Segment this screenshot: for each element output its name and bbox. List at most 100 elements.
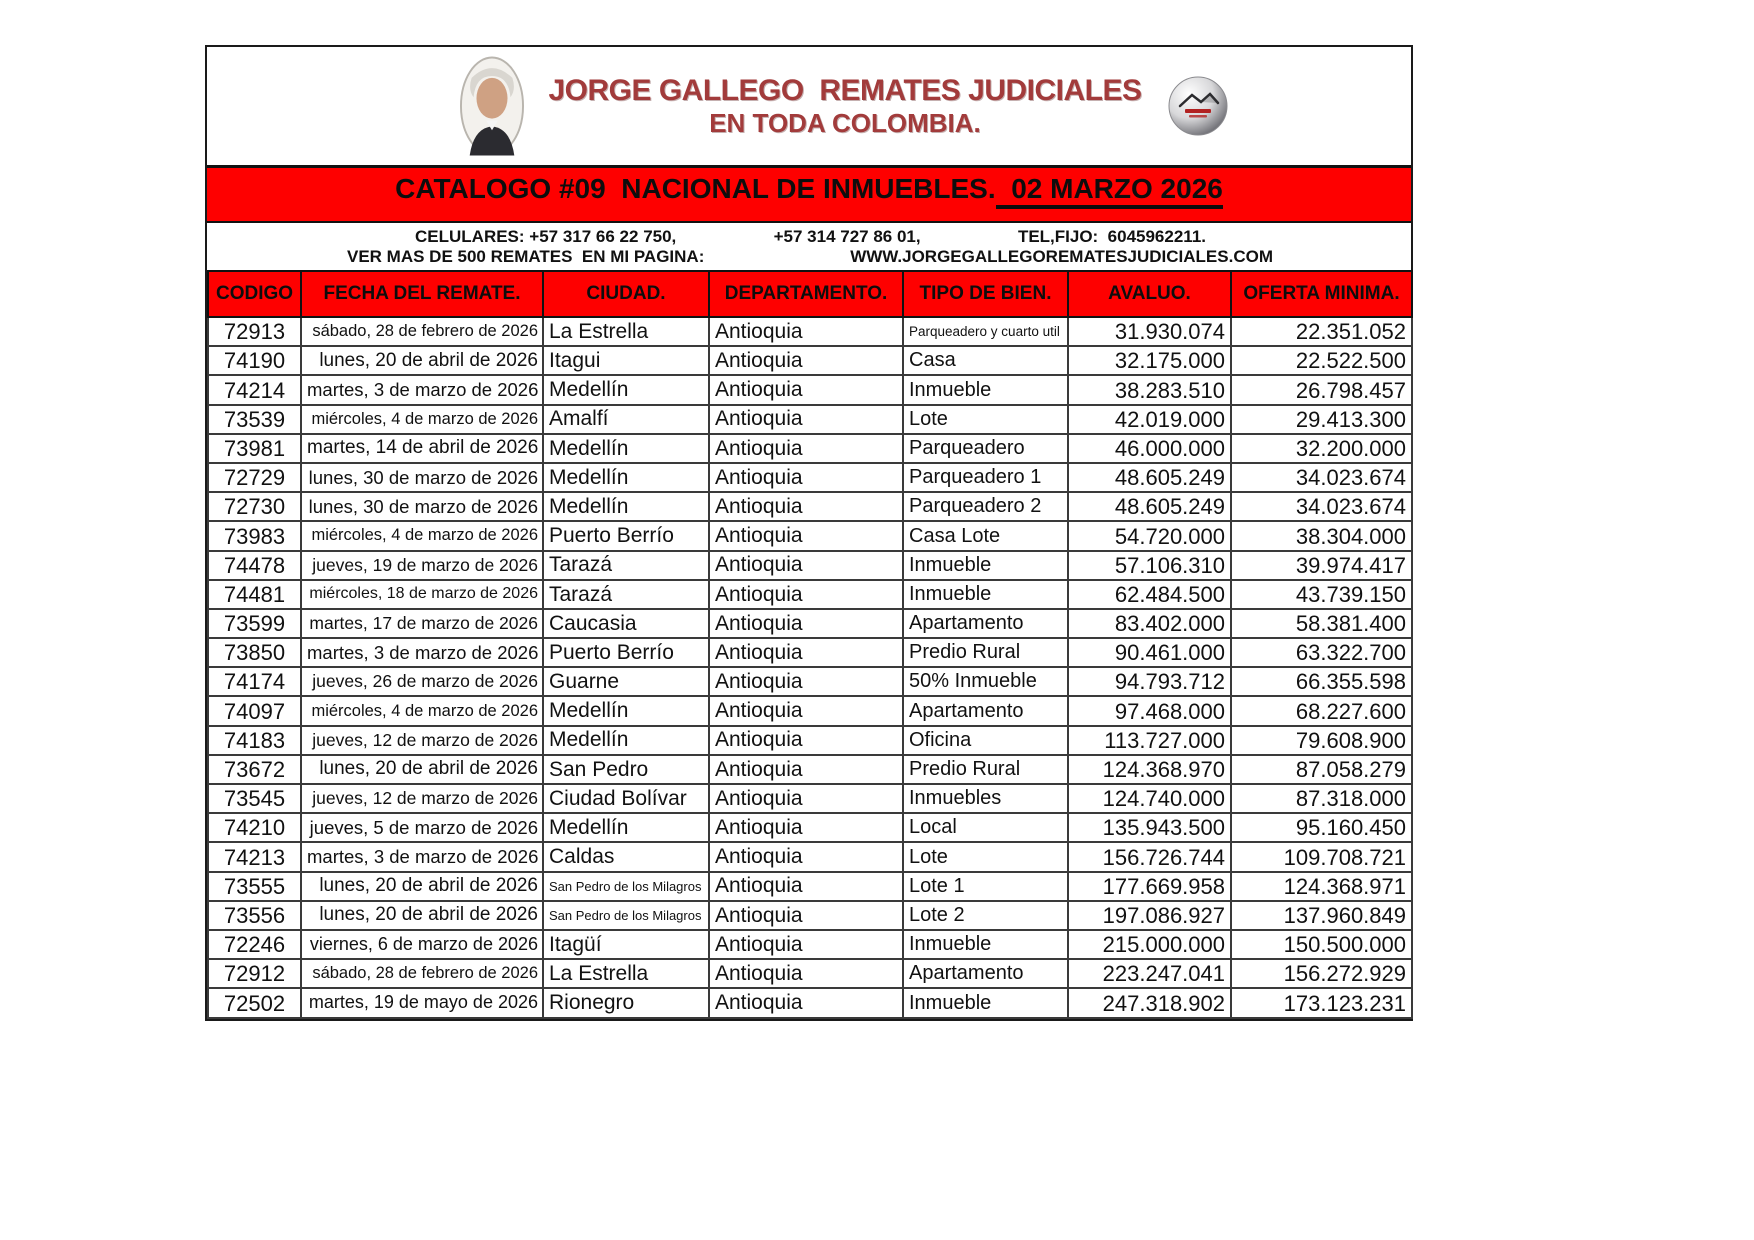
contact-phone2: +57 314 727 86 01, (773, 227, 921, 246)
cell-avaluo-value: 124.740.000 (1102, 786, 1225, 812)
cell-tipo-value: Lote (909, 407, 948, 430)
cell-departamento-value: Antioquia (715, 757, 803, 781)
cell-tipo-value: Lote (909, 845, 948, 868)
cell-codigo-value: 72730 (223, 494, 286, 520)
cell-ciudad-value: Itagüí (549, 932, 602, 956)
cell-codigo: 72730 (207, 491, 302, 523)
cell-departamento: Antioquia (708, 520, 904, 552)
cell-oferta: 68.227.600 (1230, 695, 1413, 727)
table-row: 74213 martes, 3 de marzo de 2026 Caldas Ant… (207, 841, 1413, 873)
banner-title: CATALOGO #09 NACIONAL DE INMUEBLES. (395, 173, 996, 204)
cell-codigo-value: 74210 (223, 815, 286, 841)
cell-ciudad: Medellín (542, 812, 710, 844)
contact-block: CELULARES: +57 317 66 22 750, +57 314 72… (207, 223, 1411, 270)
cell-departamento: Antioquia (708, 549, 904, 581)
cell-codigo: 72913 (207, 315, 302, 348)
cell-tipo-value: Predio Rural (909, 641, 1021, 664)
cell-codigo: 73556 (207, 899, 302, 931)
table-row: 74481 miércoles, 18 de marzo de 2026 Taraz… (207, 578, 1413, 610)
cell-avaluo-value: 46.000.000 (1114, 435, 1225, 461)
cell-avaluo-value: 42.019.000 (1114, 406, 1225, 432)
cell-codigo: 74214 (207, 374, 302, 406)
cell-departamento-value: Antioquia (715, 786, 803, 810)
cell-oferta-value: 87.058.279 (1295, 757, 1406, 782)
cell-departamento-value: Antioquia (715, 436, 803, 460)
table-row: 73555 lunes, 20 de abril de 2026 San Pedro… (207, 870, 1413, 902)
cell-codigo-value: 74213 (223, 844, 286, 870)
cell-oferta-value: 63.322.700 (1295, 640, 1406, 666)
cell-departamento: Antioquia (708, 987, 904, 1019)
cell-tipo-value: Inmueble (909, 991, 992, 1014)
cell-departamento-value: Antioquia (715, 991, 803, 1015)
cell-oferta: 38.304.000 (1230, 520, 1413, 552)
cell-oferta: 63.322.700 (1230, 637, 1413, 669)
cell-departamento: Antioquia (708, 812, 904, 844)
cell-codigo-value: 72913 (223, 319, 286, 345)
cell-departamento: Antioquia (708, 899, 904, 931)
cell-ciudad-value: Ciudad Bolívar (549, 786, 687, 810)
cell-ciudad: Medellín (542, 374, 710, 406)
cell-oferta: 156.272.929 (1230, 958, 1413, 990)
table-row: 73981 martes, 14 de abril de 2026 Medellín… (207, 432, 1413, 464)
cell-codigo-value: 73850 (223, 640, 286, 666)
cell-fecha: miércoles, 4 de marzo de 2026 (300, 520, 544, 552)
cell-oferta-value: 109.708.721 (1283, 844, 1406, 870)
cell-avaluo: 94.793.712 (1067, 666, 1232, 698)
cell-avaluo-value: 223.247.041 (1102, 961, 1225, 987)
cell-fecha-value: jueves, 12 de marzo de 2026 (312, 729, 538, 750)
cell-tipo-value: Casa Lote (909, 524, 1001, 547)
cell-departamento-value: Antioquia (715, 874, 803, 898)
col-header-departamento: DEPARTAMENTO. (708, 270, 904, 318)
cell-avaluo: 32.175.000 (1067, 345, 1232, 377)
cell-departamento-value: Antioquia (715, 465, 803, 489)
cell-avaluo: 223.247.041 (1067, 958, 1232, 990)
cell-fecha-value: martes, 3 de marzo de 2026 (307, 378, 539, 400)
cell-departamento: Antioquia (708, 782, 904, 815)
cell-ciudad-value: San Pedro de los Milagros (549, 908, 702, 924)
cell-departamento-value: Antioquia (715, 524, 803, 548)
cell-codigo: 73850 (207, 637, 302, 669)
cell-oferta: 87.318.000 (1230, 782, 1413, 815)
contact-celulares: CELULARES: +57 317 66 22 750, (415, 227, 677, 246)
cell-fecha: jueves, 12 de marzo de 2026 (300, 724, 544, 756)
cell-codigo-value: 74481 (223, 581, 286, 607)
cell-ciudad: Caldas (542, 841, 710, 873)
cell-fecha-value: martes, 17 de marzo de 2026 (309, 612, 538, 633)
cell-oferta-value: 58.381.400 (1295, 611, 1406, 637)
banner-date: 02 MARZO 2026 (995, 173, 1223, 209)
cell-departamento-value: Antioquia (715, 349, 803, 372)
cell-ciudad: San Pedro de los Milagros (542, 870, 710, 902)
cell-ciudad-value: La Estrella (549, 961, 649, 985)
cell-fecha: miércoles, 4 de marzo de 2026 (300, 403, 544, 435)
cell-departamento-value: Antioquia (715, 494, 803, 518)
cell-fecha: martes, 14 de abril de 2026 (300, 432, 544, 464)
cell-avaluo: 156.726.744 (1067, 841, 1232, 873)
cell-departamento-value: Antioquia (715, 640, 803, 664)
cell-codigo-value: 73555 (223, 873, 286, 899)
table-row: 73545 jueves, 12 de marzo de 2026 Ciudad B… (207, 782, 1413, 815)
table-row: 74174 jueves, 26 de marzo de 2026 Guarne An… (207, 666, 1413, 698)
table-row: 72502 martes, 19 de mayo de 2026 Rionegro A… (207, 987, 1413, 1019)
cell-ciudad: Guarne (542, 666, 710, 698)
cell-oferta-value: 124.368.971 (1283, 873, 1406, 899)
table-row: 74097 miércoles, 4 de marzo de 2026 Medell… (207, 695, 1413, 727)
cell-departamento: Antioquia (708, 432, 904, 464)
cell-ciudad: Medellín (542, 461, 710, 494)
cell-departamento-value: Antioquia (715, 932, 803, 956)
cell-ciudad-value: Puerto Berrío (549, 640, 674, 664)
cell-ciudad: Tarazá (542, 549, 710, 581)
cell-codigo: 72502 (207, 987, 302, 1019)
cell-codigo-value: 73983 (223, 523, 286, 549)
cell-tipo: Casa (902, 345, 1069, 377)
brand-header: JORGE GALLEGO REMATES JUDICIALES EN TODA… (207, 47, 1411, 165)
cell-oferta: 150.500.000 (1230, 928, 1413, 961)
cell-codigo: 74478 (207, 549, 302, 581)
cell-fecha: miércoles, 18 de marzo de 2026 (300, 578, 544, 610)
auctions-table: CODIGO FECHA DEL REMATE. CIUDAD. DEPARTA… (207, 270, 1413, 1019)
contact-ver-mas: VER MAS DE 500 REMATES EN MI PAGINA: (347, 247, 705, 266)
cell-oferta-value: 29.413.300 (1295, 406, 1406, 432)
cell-departamento-value: Antioquia (715, 611, 803, 635)
cell-tipo-value: Parqueadero 1 (909, 466, 1042, 489)
table-header-row: CODIGO FECHA DEL REMATE. CIUDAD. DEPARTA… (207, 270, 1413, 318)
cell-departamento-value: Antioquia (715, 319, 803, 343)
